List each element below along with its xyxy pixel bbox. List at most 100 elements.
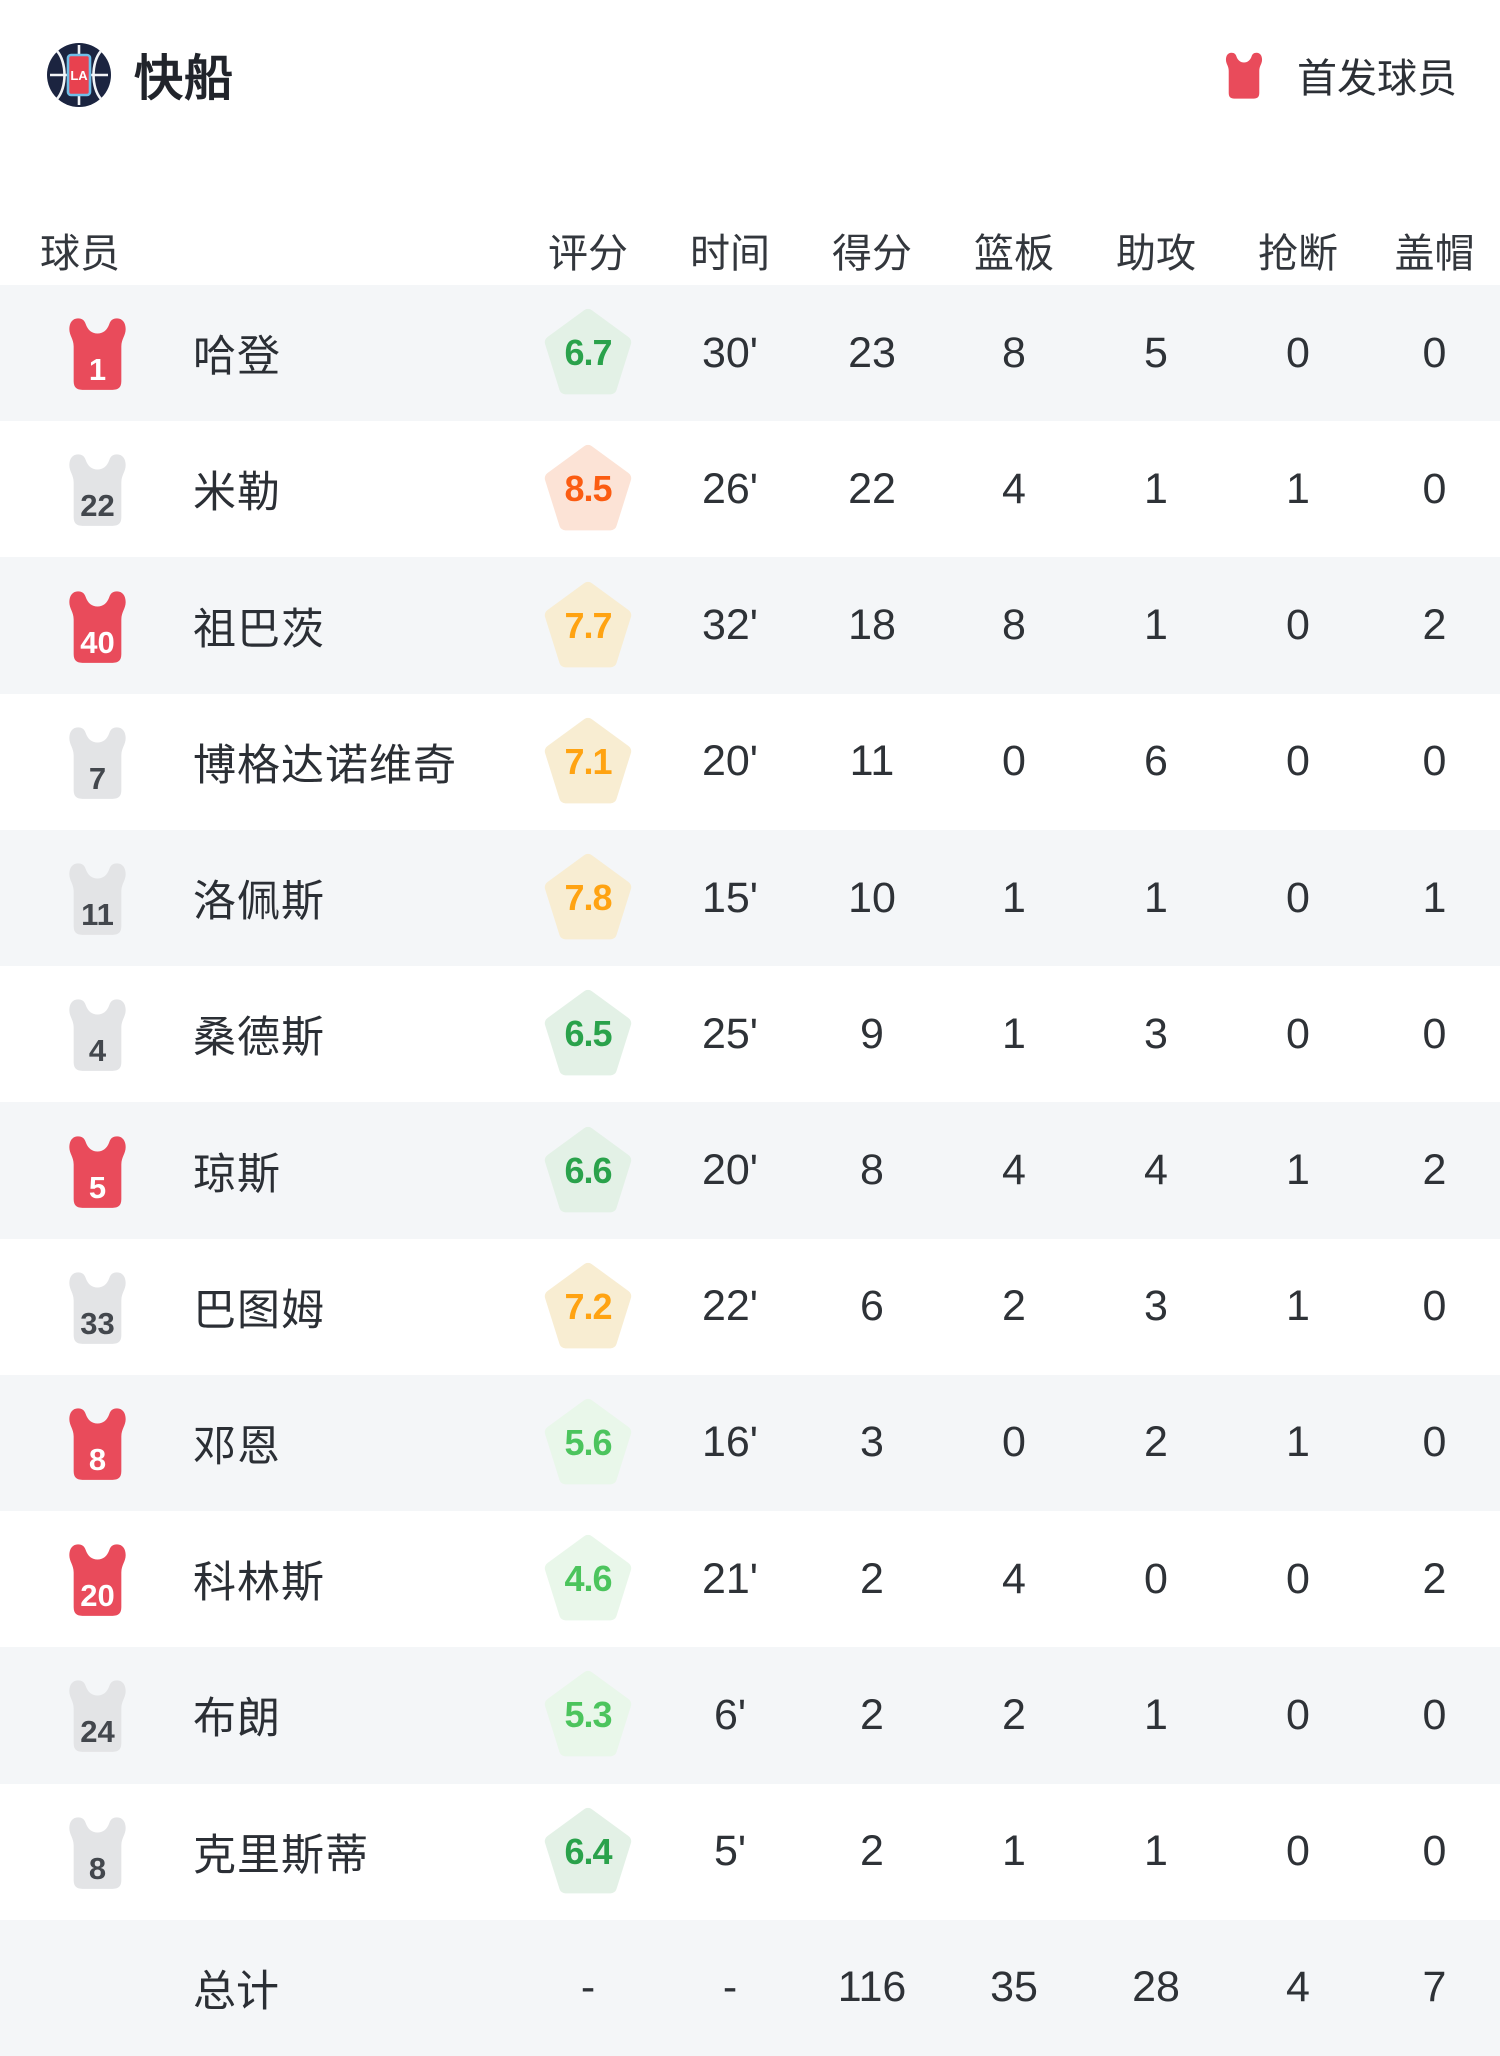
player-name: 祖巴茨 bbox=[193, 605, 325, 654]
player-table: 1 哈登 6.7 30' 23 8 5 0 0 bbox=[0, 285, 1500, 2056]
stat-time: 22' bbox=[701, 1282, 759, 1331]
player-name: 桑德斯 bbox=[193, 1014, 325, 1063]
stat-steals: 0 bbox=[1286, 1827, 1310, 1876]
stat-assists: 3 bbox=[1144, 1009, 1168, 1058]
jersey-number: 5 bbox=[88, 1169, 107, 1205]
stat-assists: 1 bbox=[1144, 601, 1168, 650]
stat-assists: 0 bbox=[1144, 1554, 1168, 1603]
stat-time: 15' bbox=[701, 873, 759, 922]
player-row[interactable]: 20 科林斯 4.6 21' 2 4 0 0 2 bbox=[0, 1511, 1500, 1647]
stat-points: 18 bbox=[848, 601, 896, 650]
stat-assists: 4 bbox=[1144, 1146, 1168, 1195]
player-row[interactable]: 8 克里斯蒂 6.4 5' 2 1 1 0 0 bbox=[0, 1784, 1500, 1920]
player-name: 科林斯 bbox=[193, 1559, 325, 1608]
clippers-logo-icon: LA bbox=[47, 42, 111, 107]
stat-steals: 0 bbox=[1286, 1009, 1310, 1058]
col-rebounds: 篮板 bbox=[974, 232, 1054, 276]
rating-badge: 6.4 bbox=[543, 1807, 633, 1897]
stat-time: 30' bbox=[701, 328, 759, 377]
player-row[interactable]: 24 布朗 5.3 6' 2 2 1 0 0 bbox=[0, 1647, 1500, 1784]
rating-value: 5.3 bbox=[564, 1694, 612, 1736]
stat-time: 25' bbox=[701, 1009, 759, 1058]
jersey-number: 8 bbox=[88, 1441, 107, 1477]
player-name: 克里斯蒂 bbox=[193, 1831, 369, 1880]
rating-badge: 5.6 bbox=[543, 1398, 633, 1488]
jersey-number: 11 bbox=[81, 897, 114, 933]
jersey-number: 1 bbox=[88, 352, 107, 388]
jersey-icon: 7 bbox=[61, 723, 134, 801]
team-name: 快船 bbox=[134, 52, 235, 106]
col-player: 球员 bbox=[40, 232, 120, 276]
stat-blocks: 0 bbox=[1422, 1827, 1447, 1876]
player-name: 邓恩 bbox=[193, 1422, 281, 1471]
jersey-icon: 40 bbox=[61, 587, 134, 665]
rating-badge: 7.2 bbox=[543, 1262, 633, 1352]
stat-steals: 1 bbox=[1286, 1282, 1310, 1331]
player-row[interactable]: 7 博格达诺维奇 7.1 20' 11 0 6 0 0 bbox=[0, 694, 1500, 830]
stat-rebounds: 8 bbox=[1002, 601, 1026, 650]
totals-assists: 28 bbox=[1132, 1963, 1180, 2012]
rating-value: 5.6 bbox=[564, 1421, 612, 1463]
col-steals: 抢断 bbox=[1258, 232, 1338, 276]
stat-steals: 0 bbox=[1286, 328, 1310, 377]
player-name: 哈登 bbox=[193, 333, 281, 382]
col-points: 得分 bbox=[832, 232, 912, 276]
jersey-number: 20 bbox=[80, 1578, 115, 1614]
stat-rebounds: 2 bbox=[1002, 1690, 1026, 1739]
col-assists: 助攻 bbox=[1116, 232, 1196, 276]
totals-blocks: 7 bbox=[1422, 1963, 1447, 2012]
stat-time: 6' bbox=[713, 1690, 747, 1739]
rating-value: 7.1 bbox=[564, 740, 612, 782]
rating-value: 6.6 bbox=[564, 1149, 612, 1191]
jersey-icon: 24 bbox=[61, 1676, 134, 1754]
player-row[interactable]: 1 哈登 6.7 30' 23 8 5 0 0 bbox=[0, 285, 1500, 422]
player-row[interactable]: 22 米勒 8.5 26' 22 4 1 1 0 bbox=[0, 421, 1500, 557]
jersey-icon: 8 bbox=[61, 1813, 134, 1891]
player-row[interactable]: 33 巴图姆 7.2 22' 6 2 3 1 0 bbox=[0, 1239, 1500, 1375]
totals-points: 116 bbox=[837, 1963, 907, 2012]
stat-assists: 1 bbox=[1144, 1690, 1168, 1739]
jersey-icon: 8 bbox=[61, 1404, 134, 1482]
rating-badge: 7.1 bbox=[543, 717, 633, 807]
stat-points: 23 bbox=[848, 328, 896, 377]
svg-text:LA: LA bbox=[70, 68, 88, 83]
stat-points: 2 bbox=[860, 1827, 884, 1876]
stat-rebounds: 4 bbox=[1002, 464, 1026, 513]
player-name: 洛佩斯 bbox=[193, 878, 325, 927]
rating-badge: 6.5 bbox=[543, 989, 633, 1079]
player-row[interactable]: 8 邓恩 5.6 16' 3 0 2 1 0 bbox=[0, 1374, 1500, 1512]
rating-badge: 6.7 bbox=[543, 308, 633, 398]
player-name: 米勒 bbox=[193, 469, 281, 518]
player-row[interactable]: 5 琼斯 6.6 20' 8 4 4 1 2 bbox=[0, 1102, 1500, 1239]
player-row[interactable]: 40 祖巴茨 7.7 32' 18 8 1 0 2 bbox=[0, 557, 1500, 694]
jersey-icon: 5 bbox=[61, 1132, 134, 1210]
stat-blocks: 0 bbox=[1422, 464, 1447, 513]
player-row[interactable]: 11 洛佩斯 7.8 15' 10 1 1 0 1 bbox=[0, 829, 1500, 967]
player-name: 琼斯 bbox=[193, 1150, 281, 1199]
stat-steals: 0 bbox=[1286, 601, 1310, 650]
stat-rebounds: 4 bbox=[1002, 1554, 1026, 1603]
starter-jersey-icon bbox=[1221, 50, 1267, 100]
stat-rebounds: 0 bbox=[1002, 737, 1026, 786]
stat-points: 10 bbox=[848, 873, 896, 922]
totals-label: 总计 bbox=[193, 1967, 279, 2016]
stat-steals: 0 bbox=[1286, 1690, 1310, 1739]
jersey-icon: 4 bbox=[61, 995, 134, 1073]
stat-assists: 3 bbox=[1144, 1282, 1168, 1331]
jersey-icon: 1 bbox=[61, 314, 134, 392]
stat-steals: 0 bbox=[1286, 737, 1310, 786]
jersey-number: 33 bbox=[80, 1305, 115, 1341]
stat-blocks: 0 bbox=[1422, 328, 1447, 377]
stat-steals: 1 bbox=[1286, 1418, 1310, 1467]
col-rating: 评分 bbox=[548, 232, 628, 276]
stat-blocks: 0 bbox=[1422, 1418, 1447, 1467]
player-row[interactable]: 4 桑德斯 6.5 25' 9 1 3 0 0 bbox=[0, 966, 1500, 1102]
jersey-number: 24 bbox=[80, 1714, 115, 1750]
stat-rebounds: 0 bbox=[1002, 1418, 1026, 1467]
stat-time: 21' bbox=[701, 1554, 759, 1603]
rating-badge: 4.6 bbox=[543, 1534, 633, 1624]
stat-blocks: 1 bbox=[1422, 873, 1447, 922]
stat-blocks: 2 bbox=[1422, 1146, 1447, 1195]
rating-badge: 8.5 bbox=[543, 444, 633, 534]
